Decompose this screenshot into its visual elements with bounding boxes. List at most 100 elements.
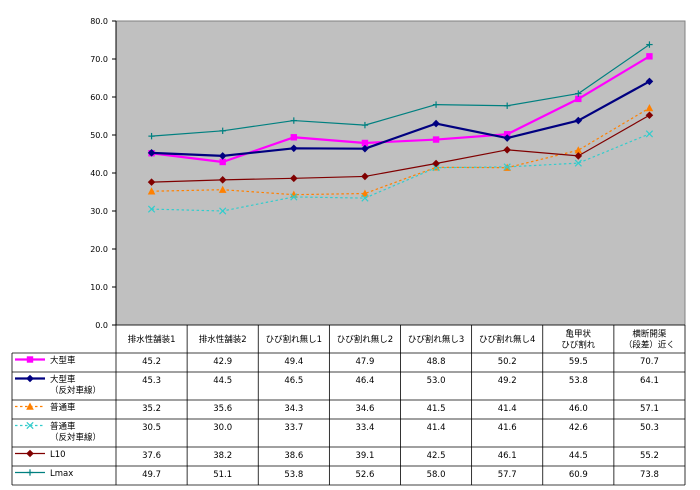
data-value-label: 46.1 [498,451,517,461]
category-label: （段差）近く [624,340,675,351]
data-value-label: 30.5 [142,423,161,433]
data-point [503,102,511,109]
data-value-label: 44.5 [569,451,588,461]
data-point [575,95,582,103]
legend-key-marker [26,374,34,383]
data-point-stroke [645,130,654,138]
data-point [290,190,298,198]
data-point-stroke [432,164,440,172]
data-point [290,193,298,201]
data-point [361,139,369,147]
data-value-label: 33.4 [355,423,374,433]
data-value-label: 45.2 [142,357,161,367]
data-value-label: 46.4 [355,376,374,386]
data-point [503,134,511,142]
data-point [432,159,440,168]
data-value-label: 51.1 [213,470,232,480]
legend-key-marker [26,469,34,476]
data-point [503,131,511,138]
y-tick-label: 10.0 [90,283,108,292]
data-value-label: 41.4 [498,404,517,414]
data-point-stroke [290,193,298,201]
category-label: ひび割れ無し4 [479,334,535,345]
data-point [361,189,369,197]
y-tick-label: 50.0 [90,131,108,140]
data-value-label: 52.6 [355,470,374,480]
data-value-label: 42.6 [569,423,588,433]
series-line-2 [151,107,650,196]
data-value-label: 53.0 [427,376,446,386]
plot-background [115,20,686,326]
data-value-label: 59.5 [569,357,588,367]
data-point [574,116,583,125]
series-lines [147,41,654,215]
data-point [361,172,369,181]
data-value-label: 48.8 [427,357,446,367]
data-value-label: 46.0 [569,404,588,414]
data-value-label: 41.4 [427,423,446,433]
data-point [290,174,298,183]
series-name-label: （反対車線） [50,432,101,443]
series-name-label: （反対車線） [50,385,101,396]
data-value-label: 64.1 [640,376,659,386]
data-point-stroke [574,159,582,167]
data-point-stroke [219,207,227,215]
data-point [645,104,654,112]
series-line-5 [151,44,650,137]
data-point [147,205,156,213]
data-point [646,53,653,60]
data-value-label: 33.7 [284,423,303,433]
data-value-label: 49.7 [142,470,161,480]
data-value-label: 30.0 [213,423,232,433]
y-tick-label: 40.0 [90,169,108,178]
legend-key-marker-stroke [26,421,34,430]
data-value-label: 38.2 [213,451,232,461]
data-value-label: 47.9 [355,357,374,367]
data-point [219,127,226,135]
category-label: 亀甲状 [566,329,592,340]
legend-key-marker [26,449,34,458]
data-value-label: 44.5 [213,376,232,386]
data-value-label: 35.6 [213,404,232,414]
data-value-label: 57.1 [640,404,659,414]
data-point [574,152,583,160]
data-table: 排水性舗装1 排水性舗装2 ひび割れ無し1 ひび割れ無し2 ひび割れ無し3 ひび割れ無し4… [11,324,686,486]
category-label: ひび割れ無し1 [266,334,322,345]
data-point [432,136,440,143]
data-point [147,149,156,157]
data-value-label: 53.8 [284,470,303,480]
data-value-label: 37.6 [142,451,161,461]
series-name-label: L10 [50,450,66,460]
legend-key-marker [26,402,34,410]
series-name-label: Lmax [50,469,73,479]
data-point [290,134,298,141]
data-value-label: 53.8 [569,376,588,386]
data-value-label: 42.9 [213,357,232,367]
y-tick-label: 80.0 [90,17,108,26]
data-value-label: 49.4 [284,357,303,367]
category-label: ひび割れ [561,340,596,351]
category-label: ひび割れ無し2 [337,334,393,345]
data-point [645,130,654,138]
category-label: 横断開渠 [632,329,667,340]
data-value-label: 35.2 [142,404,161,414]
category-label: 排水性舗装2 [199,334,247,345]
data-value-label: 49.2 [498,376,517,386]
data-value-label: 57.7 [498,470,517,480]
legend-key-marker [26,356,34,363]
data-value-label: 38.6 [284,451,303,461]
y-tick-label: 20.0 [90,245,108,254]
data-value-label: 55.2 [640,451,659,461]
data-value-label: 73.8 [640,470,659,480]
y-tick-label: 60.0 [90,93,108,102]
data-value-label: 41.5 [427,404,446,414]
data-value-label: 70.7 [640,357,659,367]
category-label: ひび割れ無し3 [408,334,464,345]
series-name-label: 普通車 [50,421,76,432]
data-value-label: 41.6 [498,423,517,433]
data-point [148,132,155,140]
data-value-label: 34.3 [284,404,303,414]
data-point [147,178,156,186]
data-value-label: 34.6 [355,404,374,414]
